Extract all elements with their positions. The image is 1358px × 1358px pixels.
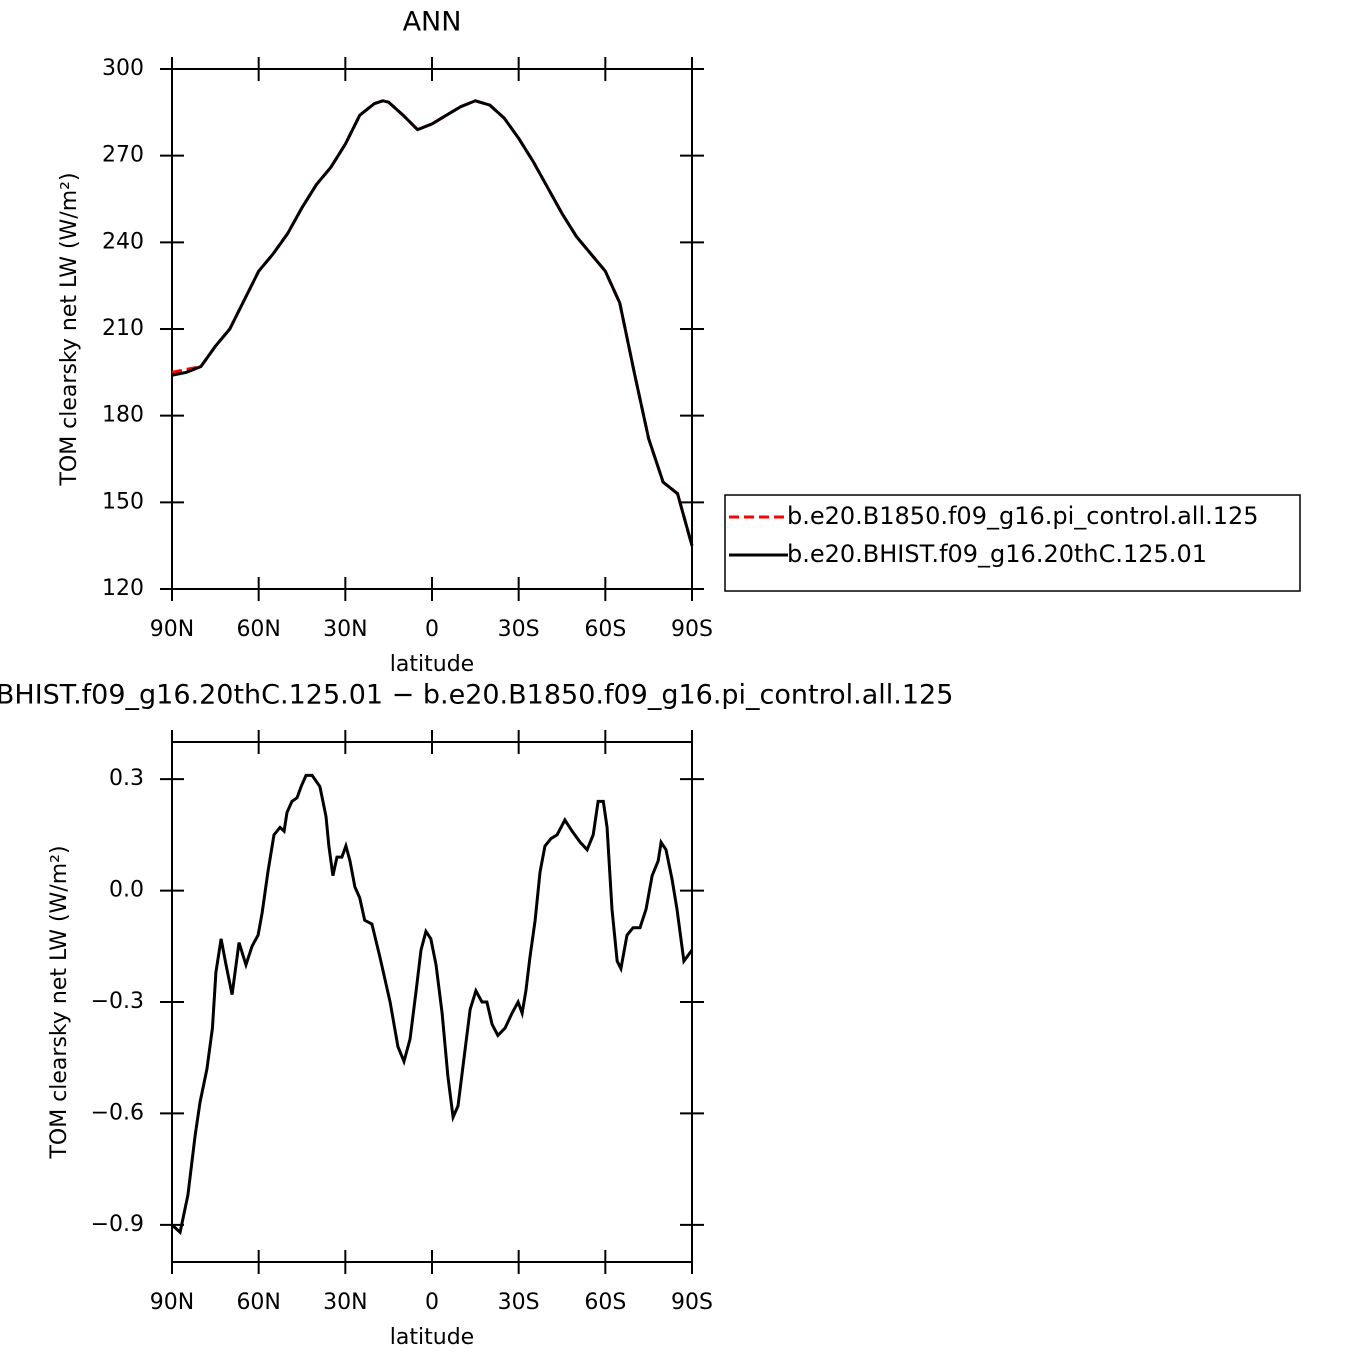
- x-tick-label: 90S: [671, 617, 713, 642]
- x-tick-label: 30S: [498, 1290, 540, 1315]
- x-tick-label: 0: [425, 617, 439, 642]
- plot-frame: [171, 741, 693, 1263]
- plot-frame: [171, 68, 693, 590]
- y-tick-label: 300: [102, 56, 144, 81]
- x-axis-label: latitude: [390, 652, 474, 677]
- data-line: [171, 99, 694, 547]
- y-tick-label: 210: [102, 316, 144, 341]
- x-tick-label: 60N: [236, 1290, 280, 1315]
- y-tick-label: 120: [102, 576, 144, 601]
- y-axis-label: TOM clearsky net LW (W/m²): [47, 845, 72, 1159]
- x-tick-label: 30S: [498, 617, 540, 642]
- x-tick-label: 0: [425, 1290, 439, 1315]
- x-tick-label: 60S: [584, 617, 626, 642]
- x-tick-label: 90S: [671, 1290, 713, 1315]
- legend-label: b.e20.BHIST.f09_g16.20thC.125.01: [787, 540, 1207, 568]
- y-tick-label: −0.3: [91, 989, 144, 1014]
- chart-title: b.e20.BHIST.f09_g16.20thC.125.01 − b.e20…: [0, 680, 953, 711]
- data-line: [170, 773, 694, 1236]
- y-tick-label: 270: [102, 143, 144, 168]
- y-tick-label: 0.3: [109, 766, 144, 791]
- x-tick-label: 30N: [323, 1290, 367, 1315]
- y-tick-label: −0.9: [91, 1212, 144, 1237]
- y-tick-label: 240: [102, 229, 144, 254]
- y-tick-label: 180: [102, 403, 144, 428]
- x-axis-label: latitude: [390, 1325, 474, 1350]
- x-tick-label: 30N: [323, 617, 367, 642]
- data-line: [171, 99, 694, 547]
- x-tick-label: 60S: [584, 1290, 626, 1315]
- chart-title: ANN: [403, 7, 462, 38]
- x-tick-label: 60N: [236, 617, 280, 642]
- y-tick-label: 0.0: [109, 878, 144, 903]
- y-tick-label: 150: [102, 489, 144, 514]
- x-tick-label: 90N: [150, 617, 194, 642]
- y-axis-label: TOM clearsky net LW (W/m²): [57, 172, 82, 486]
- legend-label: b.e20.B1850.f09_g16.pi_control.all.125: [787, 502, 1259, 530]
- y-tick-label: −0.6: [91, 1100, 144, 1125]
- x-tick-label: 90N: [150, 1290, 194, 1315]
- legend-box: [724, 494, 1301, 592]
